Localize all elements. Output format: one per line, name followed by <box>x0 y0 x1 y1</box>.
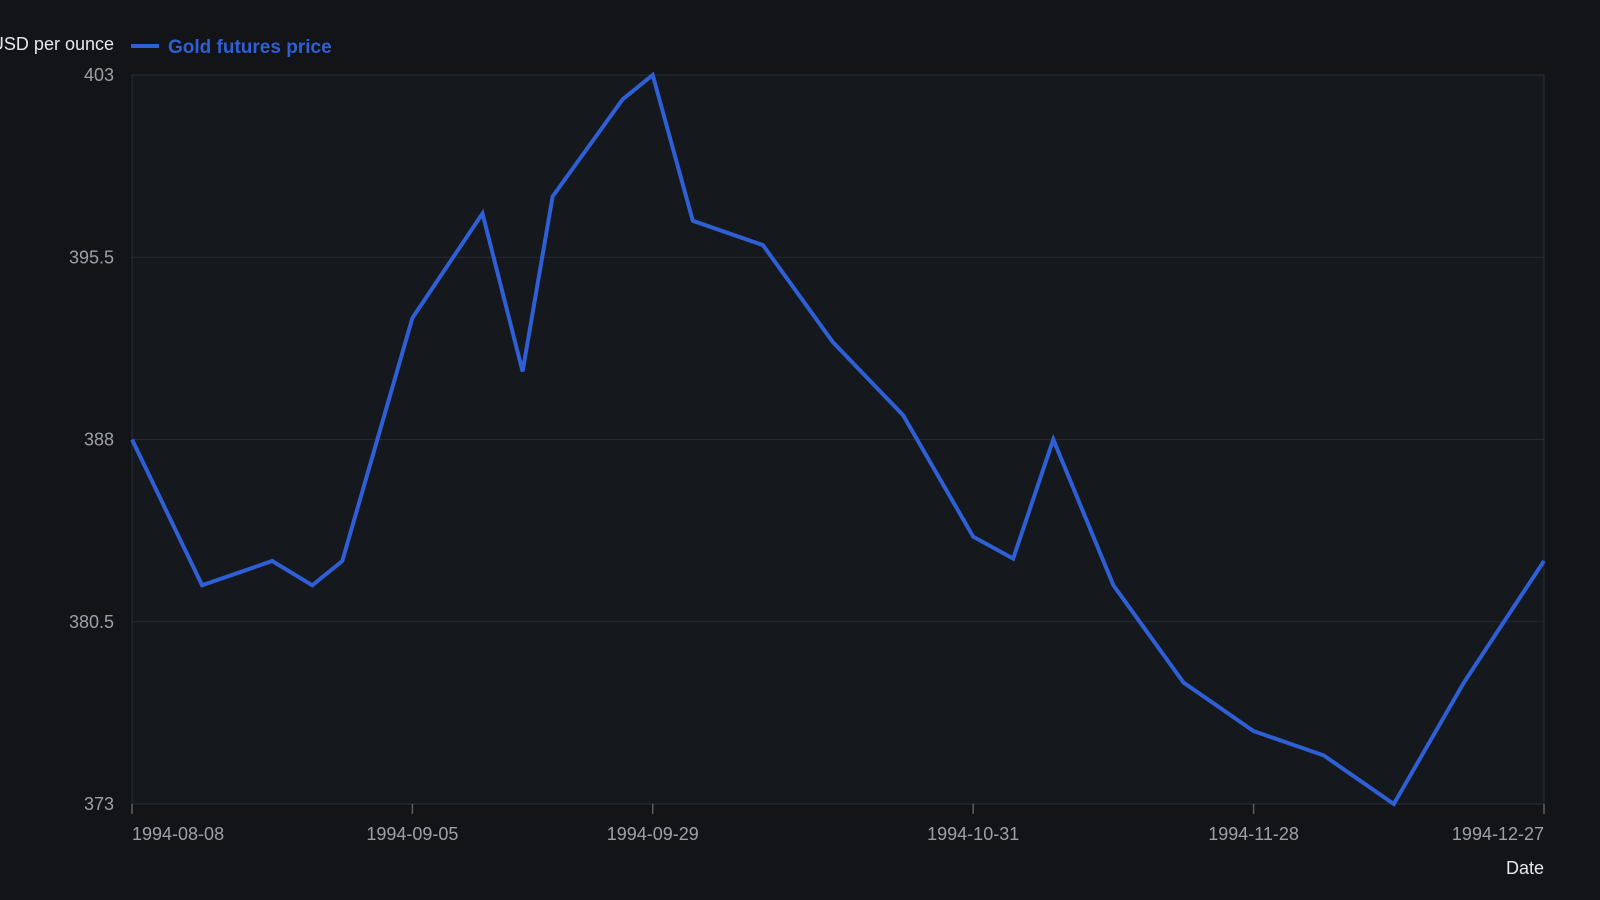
legend-label: Gold futures price <box>168 37 332 58</box>
x-tick-label: 1994-09-29 <box>607 824 699 844</box>
y-axis-title: USD per ounce <box>0 34 114 54</box>
x-axis-title: Date <box>1506 858 1544 878</box>
x-tick-label: 1994-10-31 <box>927 824 1019 844</box>
grid-lines <box>132 256 1544 623</box>
series-line[interactable] <box>130 71 1546 807</box>
x-tick-label: 1994-11-28 <box>1208 824 1299 844</box>
y-tick-label: 388 <box>84 430 114 450</box>
y-tick-label: 403 <box>84 65 114 85</box>
y-axis: 373 380.5 388 395.5 403 <box>69 65 114 814</box>
y-tick-label: 373 <box>84 794 114 814</box>
x-tick-label: 1994-08-08 <box>132 824 224 844</box>
series-layer <box>130 71 1546 807</box>
y-tick-label: 395.5 <box>69 247 114 267</box>
x-tick-label: 1994-12-27 <box>1452 824 1544 844</box>
y-tick-label: 380.5 <box>69 612 114 632</box>
x-tick-label: 1994-09-05 <box>366 824 458 844</box>
legend[interactable]: Gold futures price <box>131 37 332 58</box>
x-axis: 1994-08-08 1994-09-05 1994-09-29 1994-10-31… <box>131 803 1545 844</box>
